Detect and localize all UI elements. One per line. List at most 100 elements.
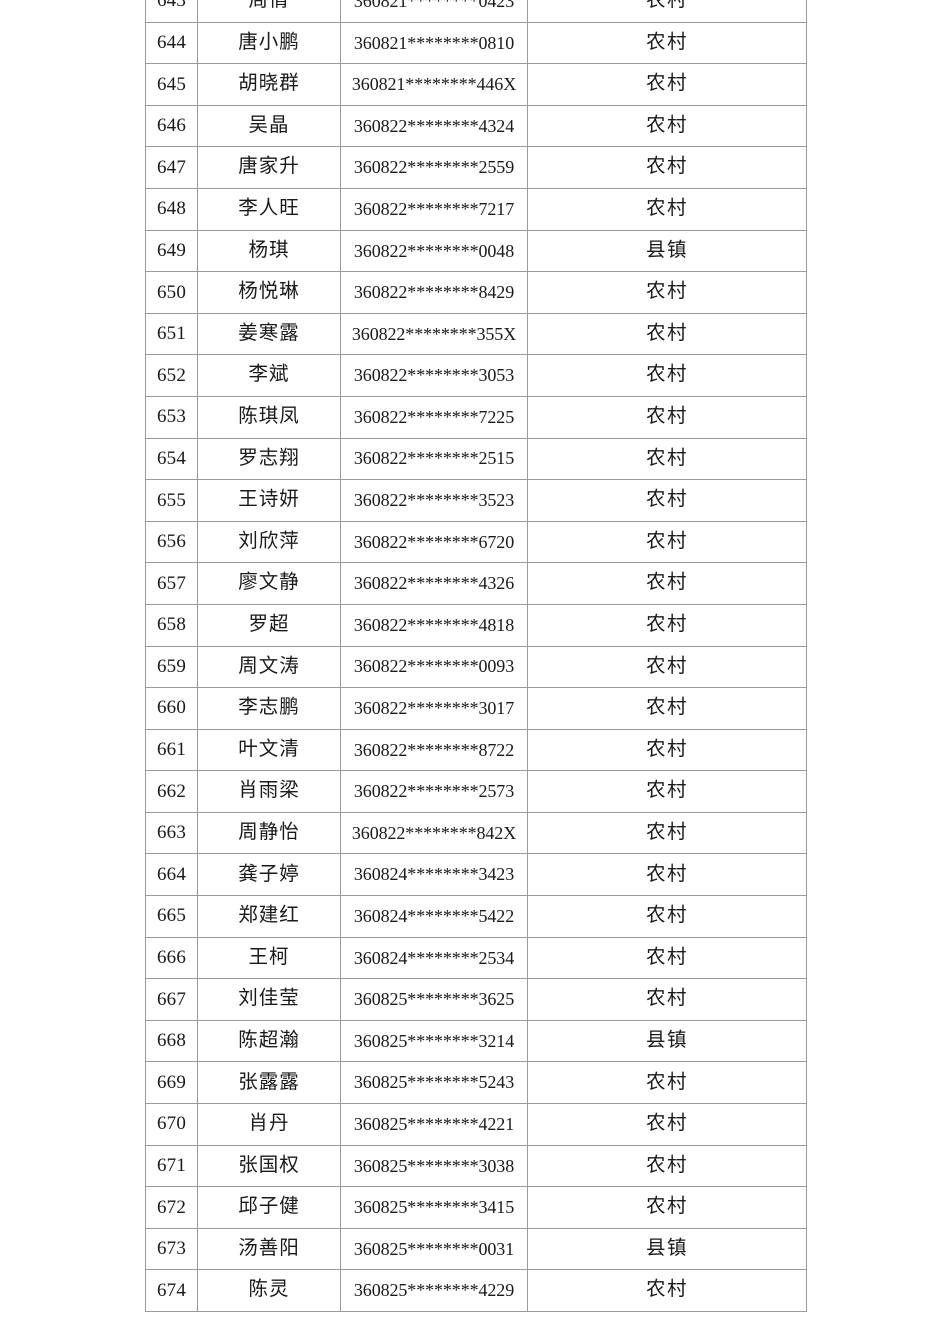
cell-id-number: 360822********3017: [340, 687, 528, 730]
table-row: 658 罗超 360822********4818 农村: [145, 603, 807, 647]
cell-sequence-number: 662: [145, 770, 198, 813]
cell-household-region: 农村: [527, 978, 807, 1021]
cell-id-number: 360822********3523: [340, 479, 528, 522]
cell-person-name: 杨琪: [197, 229, 341, 273]
table-row: 673 汤善阳 360825********0031 县镇: [145, 1227, 807, 1271]
cell-household-region: 农村: [527, 63, 807, 106]
cell-household-region: 农村: [527, 562, 807, 605]
cell-sequence-number: 658: [145, 603, 198, 647]
table-row: 653 陈琪凤 360822********7225 农村: [145, 395, 807, 439]
cell-person-name: 肖丹: [197, 1103, 341, 1146]
cell-person-name: 郑建红: [197, 895, 341, 938]
cell-household-region: 农村: [527, 770, 807, 813]
cell-household-region: 农村: [527, 1103, 807, 1146]
cell-id-number: 360822********2559: [340, 146, 528, 189]
cell-household-region: 县镇: [527, 229, 807, 273]
cell-household-region: 农村: [527, 1144, 807, 1188]
table-row: 674 陈灵 360825********4229 农村: [145, 1269, 807, 1312]
cell-sequence-number: 668: [145, 1019, 198, 1063]
cell-person-name: 叶文清: [197, 728, 341, 772]
cell-sequence-number: 643: [145, 0, 198, 23]
cell-id-number: 360824********3423: [340, 853, 528, 897]
cell-household-region: 农村: [527, 1061, 807, 1105]
cell-household-region: 农村: [527, 1269, 807, 1312]
table-row: 668 陈超瀚 360825********3214 县镇: [145, 1019, 807, 1063]
cell-person-name: 邱子健: [197, 1186, 341, 1229]
cell-person-name: 李人旺: [197, 187, 341, 231]
cell-person-name: 姜寒露: [197, 312, 341, 356]
cell-household-region: 农村: [527, 395, 807, 439]
cell-sequence-number: 644: [145, 21, 198, 65]
cell-id-number: 360821********0423: [340, 0, 528, 23]
cell-sequence-number: 654: [145, 437, 198, 481]
cell-person-name: 陈琪凤: [197, 395, 341, 439]
cell-household-region: 农村: [527, 853, 807, 897]
table-row: 665 郑建红 360824********5422 农村: [145, 895, 807, 938]
cell-sequence-number: 665: [145, 895, 198, 938]
table-row: 660 李志鹏 360822********3017 农村: [145, 687, 807, 730]
table-row: 667 刘佳莹 360825********3625 农村: [145, 978, 807, 1021]
cell-household-region: 农村: [527, 312, 807, 356]
cell-id-number: 360825********4221: [340, 1103, 528, 1146]
cell-sequence-number: 661: [145, 728, 198, 772]
cell-sequence-number: 660: [145, 687, 198, 730]
cell-sequence-number: 664: [145, 853, 198, 897]
cell-id-number: 360821********0810: [340, 21, 528, 65]
cell-id-number: 360822********8429: [340, 271, 528, 314]
cell-id-number: 360821********446X: [340, 63, 528, 106]
cell-person-name: 张国权: [197, 1144, 341, 1188]
cell-sequence-number: 653: [145, 395, 198, 439]
cell-person-name: 肖雨梁: [197, 770, 341, 813]
cell-id-number: 360822********7225: [340, 395, 528, 439]
cell-household-region: 农村: [527, 479, 807, 522]
cell-id-number: 360822********8722: [340, 728, 528, 772]
cell-id-number: 360825********5243: [340, 1061, 528, 1105]
cell-household-region: 农村: [527, 354, 807, 397]
cell-household-region: 县镇: [527, 1227, 807, 1271]
cell-person-name: 汤善阳: [197, 1227, 341, 1271]
cell-sequence-number: 646: [145, 104, 198, 148]
table-row: 659 周文涛 360822********0093 农村: [145, 645, 807, 689]
cell-household-region: 农村: [527, 21, 807, 65]
cell-household-region: 县镇: [527, 1019, 807, 1063]
cell-person-name: 胡晓群: [197, 63, 341, 106]
table-row: 650 杨悦琳 360822********8429 农村: [145, 271, 807, 314]
cell-sequence-number: 670: [145, 1103, 198, 1146]
cell-sequence-number: 657: [145, 562, 198, 605]
table-row: 664 龚子婷 360824********3423 农村: [145, 853, 807, 897]
cell-household-region: 农村: [527, 811, 807, 855]
cell-person-name: 陈超瀚: [197, 1019, 341, 1063]
table-row: 663 周静怡 360822********842X 农村: [145, 811, 807, 855]
cell-id-number: 360825********3625: [340, 978, 528, 1021]
table-row: 652 李斌 360822********3053 农村: [145, 354, 807, 397]
cell-id-number: 360822********0048: [340, 229, 528, 273]
cell-person-name: 罗超: [197, 603, 341, 647]
cell-sequence-number: 672: [145, 1186, 198, 1229]
cell-household-region: 农村: [527, 187, 807, 231]
cell-household-region: 农村: [527, 104, 807, 148]
table-row: 645 胡晓群 360821********446X 农村: [145, 63, 807, 106]
cell-household-region: 农村: [527, 645, 807, 689]
cell-id-number: 360822********7217: [340, 187, 528, 231]
cell-person-name: 杨悦琳: [197, 271, 341, 314]
table-row: 662 肖雨梁 360822********2573 农村: [145, 770, 807, 813]
table-row: 648 李人旺 360822********7217 农村: [145, 187, 807, 231]
cell-sequence-number: 674: [145, 1269, 198, 1312]
cell-id-number: 360822********842X: [340, 811, 528, 855]
cell-person-name: 罗志翔: [197, 437, 341, 481]
cell-id-number: 360822********4326: [340, 562, 528, 605]
table-row: 655 王诗妍 360822********3523 农村: [145, 479, 807, 522]
cell-person-name: 周静怡: [197, 811, 341, 855]
cell-sequence-number: 666: [145, 936, 198, 980]
cell-id-number: 360822********4818: [340, 603, 528, 647]
roster-table: 643 周倩 360821********0423 农村 644 唐小鹏 360821***…: [145, 0, 807, 1312]
cell-id-number: 360822********6720: [340, 520, 528, 564]
table-row: 670 肖丹 360825********4221 农村: [145, 1103, 807, 1146]
cell-sequence-number: 651: [145, 312, 198, 356]
cell-id-number: 360822********4324: [340, 104, 528, 148]
cell-id-number: 360825********4229: [340, 1269, 528, 1312]
cell-household-region: 农村: [527, 936, 807, 980]
table-row: 646 吴晶 360822********4324 农村: [145, 104, 807, 148]
cell-id-number: 360824********5422: [340, 895, 528, 938]
